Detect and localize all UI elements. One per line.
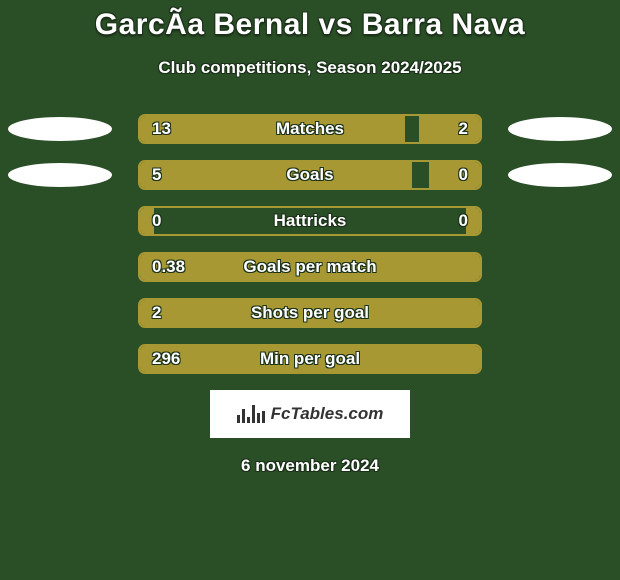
stat-value-left: 296 [152,349,180,369]
logo-box: FcTables.com [210,390,410,438]
logo-bar-segment [247,417,250,423]
stat-label: Goals per match [243,257,376,277]
logo-bar-segment [262,411,265,423]
stat-label: Min per goal [260,349,360,369]
stat-row: Min per goal 296 [0,344,620,374]
stat-bar-gap [412,162,429,188]
logo-bar-segment [252,405,255,423]
stat-bar-left-fill [140,116,405,142]
player-badge-left [8,117,112,141]
stat-label: Shots per goal [251,303,369,323]
stat-bar: Shots per goal 2 [138,298,482,328]
stat-bar-right-fill [419,116,480,142]
date-label: 6 november 2024 [0,456,620,476]
stat-bar-left-fill [140,162,412,188]
stat-value-left: 0 [152,211,161,231]
player-badge-right [508,117,612,141]
stat-bar-gap [405,116,419,142]
stat-label: Goals [286,165,333,185]
player-badge-right [508,163,612,187]
stat-row: Hattricks 0 0 [0,206,620,236]
comparison-subtitle: Club competitions, Season 2024/2025 [0,58,620,78]
stat-value-right: 0 [459,165,468,185]
stat-bar: Hattricks 0 0 [138,206,482,236]
stat-label: Hattricks [274,211,347,231]
stat-bar-right-fill [466,208,480,234]
stat-row: Shots per goal 2 [0,298,620,328]
stat-bar: Min per goal 296 [138,344,482,374]
stat-bar-right-fill [429,162,480,188]
stat-value-left: 0.38 [152,257,185,277]
stat-value-left: 5 [152,165,161,185]
stat-bar: Matches 13 2 [138,114,482,144]
logo-chart-icon [237,405,265,423]
stat-row: Matches 13 2 [0,114,620,144]
stat-label: Matches [276,119,344,139]
logo-bar-segment [257,413,260,423]
stat-row: Goals 5 0 [0,160,620,190]
stat-row: Goals per match 0.38 [0,252,620,282]
stat-value-right: 2 [459,119,468,139]
stat-value-left: 2 [152,303,161,323]
logo-text: FcTables.com [271,404,384,424]
stat-value-right: 0 [459,211,468,231]
stats-area: Matches 13 2 Goals 5 0 Hattricks 0 0 Goals per ma… [0,114,620,374]
stat-value-left: 13 [152,119,171,139]
stat-bar: Goals 5 0 [138,160,482,190]
logo-bar-segment [237,415,240,423]
logo-bar-segment [242,409,245,423]
comparison-title: GarcÃ­a Bernal vs Barra Nava [0,8,620,42]
player-badge-left [8,163,112,187]
stat-bar: Goals per match 0.38 [138,252,482,282]
